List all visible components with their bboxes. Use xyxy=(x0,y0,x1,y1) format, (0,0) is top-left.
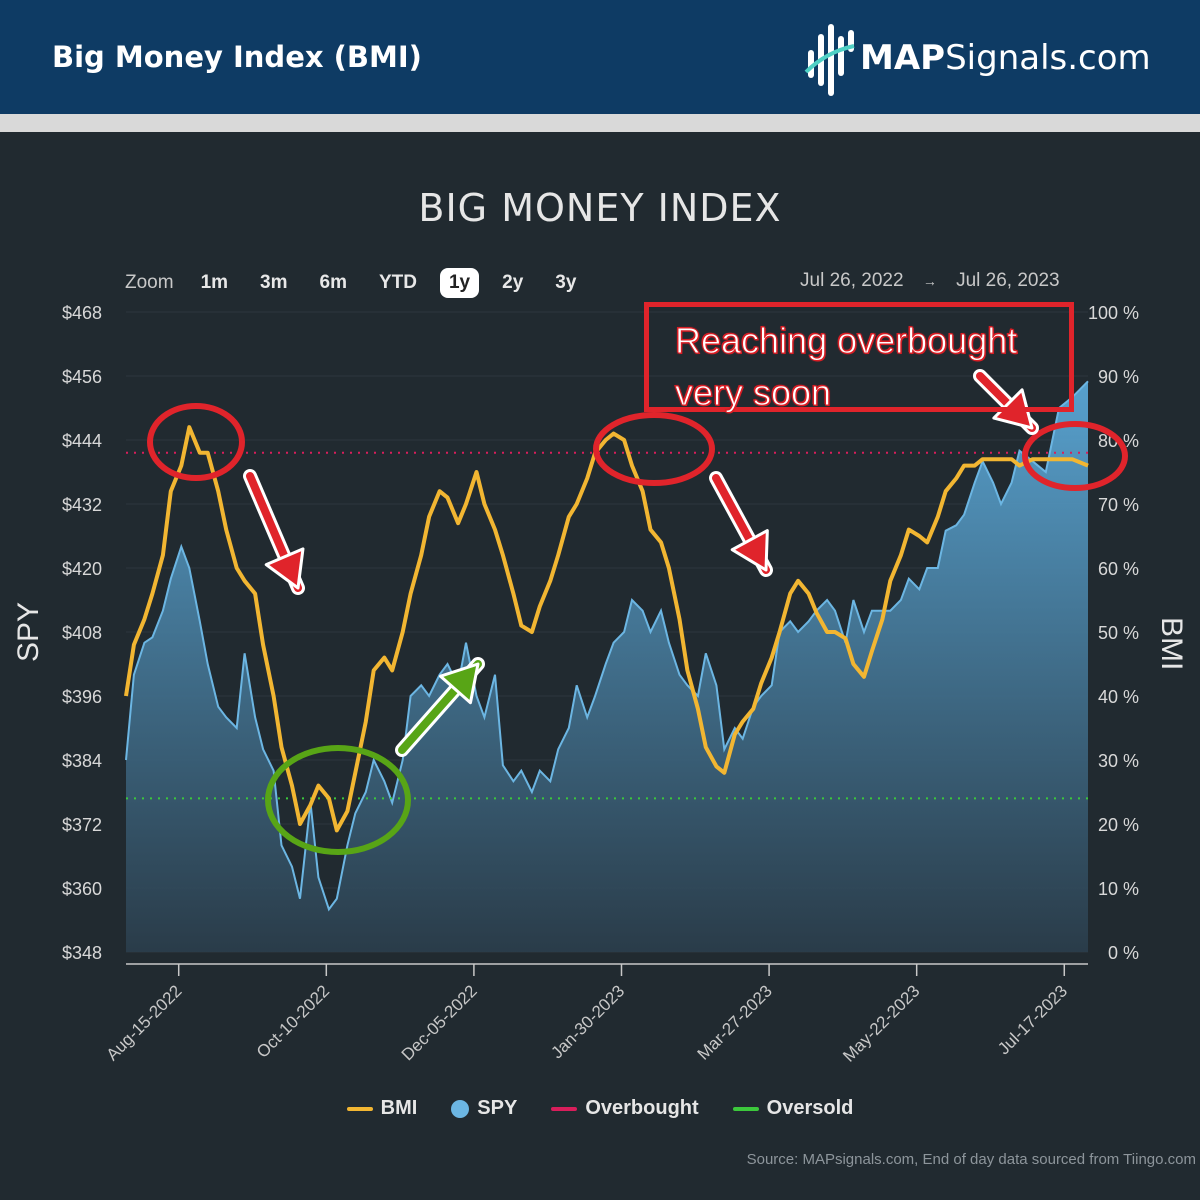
y-left-tick-label: $432 xyxy=(62,495,102,515)
zoom-1m-button[interactable]: 1m xyxy=(200,272,229,293)
down-arrow-icon xyxy=(243,469,305,595)
y-left-tick-label: $420 xyxy=(62,559,102,579)
divider xyxy=(0,114,1200,132)
y-right-tick-label: 100 % xyxy=(1088,303,1139,323)
y-right-tick-label: 30 % xyxy=(1098,751,1139,771)
oversold-swatch xyxy=(732,1106,759,1111)
zoom-controls: Zoom 1m 3m 6m YTD 1y 2y 3y xyxy=(125,268,599,298)
spy-swatch xyxy=(451,1099,470,1118)
y-left-tick-label: $360 xyxy=(62,879,102,899)
legend: BMI SPY Overbought Oversold xyxy=(0,1097,1200,1120)
bmi-swatch xyxy=(346,1106,373,1111)
arrow-head xyxy=(264,547,305,590)
x-tick-label: May-22-2023 xyxy=(839,981,923,1065)
date-range: Jul 26, 2022 → Jul 26, 2023 xyxy=(800,270,1074,292)
x-tick-label: Aug-15-2022 xyxy=(103,981,186,1064)
zoom-2y-button[interactable]: 2y xyxy=(502,272,524,293)
zoom-6m-button[interactable]: 6m xyxy=(319,272,347,293)
overbought-swatch xyxy=(551,1106,578,1111)
zoom-3y-button[interactable]: 3y xyxy=(555,272,577,293)
chart-title: BIG MONEY INDEX xyxy=(418,186,782,230)
y-left-tick-label: $468 xyxy=(62,303,102,323)
logo-mark-icon xyxy=(804,24,855,96)
mapsignals-logo: MAPSignals.com xyxy=(804,22,1184,98)
legend-oversold[interactable]: Oversold xyxy=(732,1097,853,1120)
annotation-circle-red xyxy=(1022,421,1128,491)
y-right-tick-label: 60 % xyxy=(1098,559,1139,579)
page-title: Big Money Index (BMI) xyxy=(52,40,422,74)
y-right-tick-label: 20 % xyxy=(1098,815,1139,835)
arrow-head xyxy=(730,529,769,572)
y-left-tick-label: $408 xyxy=(62,623,102,643)
annotation-circle-red xyxy=(147,403,245,481)
spy-area xyxy=(126,381,1088,952)
y-right-tick-label: 70 % xyxy=(1098,495,1139,515)
range-arrow: → xyxy=(922,273,937,289)
down-arrow-icon xyxy=(709,471,773,577)
y-right-tick-label: 0 % xyxy=(1108,943,1139,963)
y-left-tick-label: $384 xyxy=(62,751,102,771)
annotation-text: Reaching overbought very soon xyxy=(674,320,1018,414)
zoom-1y-button[interactable]: 1y xyxy=(439,268,480,298)
arrow-head xyxy=(438,662,480,705)
zoom-label: Zoom xyxy=(125,272,174,293)
x-tick-label: Mar-27-2023 xyxy=(694,981,776,1063)
spy-line xyxy=(125,380,1089,912)
legend-spy[interactable]: SPY xyxy=(451,1097,517,1120)
y-right-tick-label: 50 % xyxy=(1098,623,1139,643)
range-to[interactable]: Jul 26, 2023 xyxy=(956,270,1060,291)
y-right-tick-label: 90 % xyxy=(1098,367,1139,387)
annotation-box: Reaching overbought very soon xyxy=(644,302,1074,414)
y-left-tick-label: $456 xyxy=(62,367,102,387)
legend-bmi[interactable]: BMI xyxy=(346,1097,417,1120)
zoom-3m-button[interactable]: 3m xyxy=(260,272,288,293)
x-tick-label: Jan-30-2023 xyxy=(547,981,628,1062)
y-right-tick-label: 40 % xyxy=(1098,687,1139,707)
x-tick-label: Oct-10-2022 xyxy=(253,981,333,1061)
y-left-tick-label: $372 xyxy=(62,815,102,835)
y-left-tick-label: $444 xyxy=(62,431,102,451)
zoom-ytd-button[interactable]: YTD xyxy=(378,272,417,293)
y-right-tick-label: 10 % xyxy=(1098,879,1139,899)
annotation-circle-green xyxy=(265,745,411,855)
logo-text: MAPSignals.com xyxy=(860,38,1151,78)
header-bar: Big Money Index (BMI) MAPSignals.com xyxy=(0,0,1200,114)
y-left-tick-label: $348 xyxy=(62,943,102,963)
legend-overbought[interactable]: Overbought xyxy=(551,1097,699,1120)
annotation-circle-red xyxy=(593,412,715,486)
y-left-tick-label: $396 xyxy=(62,687,102,707)
source-note: Source: MAPsignals.com, End of day data … xyxy=(746,1151,1196,1168)
up-arrow-icon xyxy=(395,657,485,757)
range-from[interactable]: Jul 26, 2022 xyxy=(800,270,904,291)
x-tick-label: Dec-05-2022 xyxy=(398,981,481,1064)
x-tick-label: Jul-17-2023 xyxy=(994,981,1071,1058)
